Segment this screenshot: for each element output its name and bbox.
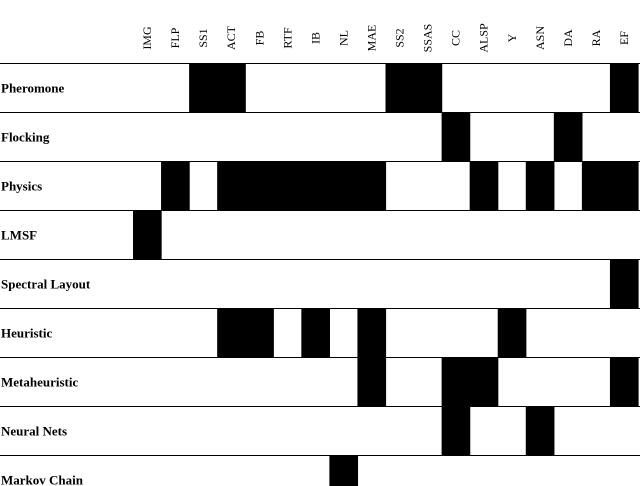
filled-cell-physics-ef: [609, 162, 639, 210]
filled-cell-pheromone-ss2: [385, 64, 415, 112]
column-label-cc: CC: [449, 30, 463, 46]
filled-cell-physics-asn: [525, 162, 555, 210]
filled-cell-neural-nets-asn: [525, 407, 555, 455]
filled-cell-physics-ib: [301, 162, 330, 210]
column-headers: IMG FLP SS1 ACT FB RTF IB NL MAE SS2 SSAS CC ALSP Y AS…: [140, 23, 631, 53]
filled-cell-metaheuristic-alsp: [469, 358, 499, 406]
filled-cell-physics-rtf: [273, 162, 302, 210]
filled-cell-heuristic-fb: [245, 309, 274, 357]
filled-cell-flocking-cc: [441, 113, 471, 161]
column-label-asn: ASN: [533, 26, 547, 50]
column-label-act: ACT: [224, 25, 238, 50]
filled-cell-lmsf-img: [133, 211, 162, 259]
column-label-ef: EF: [617, 31, 631, 45]
filled-cell-pheromone-ss1: [189, 64, 218, 112]
filled-cell-metaheuristic-ef: [609, 358, 639, 406]
filled-cell-markov-chain-nl: [329, 456, 359, 486]
row-label-pheromone: Pheromone: [1, 81, 65, 96]
filled-cell-physics-mae: [357, 162, 387, 210]
filled-cell-pheromone-ssas: [413, 64, 443, 112]
row-label-spectral-layout: Spectral Layout: [1, 277, 91, 292]
row-label-metaheuristic: Metaheuristic: [1, 375, 78, 390]
column-label-fb: FB: [252, 31, 266, 46]
column-label-rtf: RTF: [280, 27, 294, 49]
row-label-lmsf: LMSF: [1, 228, 37, 243]
row-separators: [0, 63, 640, 456]
row-label-markov-chain: Markov Chain: [1, 473, 84, 486]
column-label-ssas: SSAS: [421, 24, 435, 53]
filled-cell-physics-nl: [329, 162, 359, 210]
column-label-ss2: SS2: [393, 28, 407, 47]
row-label-heuristic: Heuristic: [1, 326, 52, 341]
filled-cell-heuristic-y: [497, 309, 527, 357]
column-label-y: Y: [505, 33, 519, 42]
column-label-mae: MAE: [364, 25, 378, 52]
column-label-img: IMG: [140, 26, 154, 50]
column-label-da: DA: [561, 29, 575, 47]
matrix-cells: [133, 64, 639, 486]
filled-cell-heuristic-act: [217, 309, 246, 357]
filled-cell-metaheuristic-mae: [357, 358, 387, 406]
column-label-alsp: ALSP: [477, 23, 491, 53]
filled-cell-heuristic-mae: [357, 309, 387, 357]
row-label-neural-nets: Neural Nets: [1, 424, 67, 439]
column-label-ss1: SS1: [196, 28, 210, 47]
column-label-ra: RA: [589, 29, 603, 46]
filled-cell-physics-flp: [161, 162, 190, 210]
column-label-ib: IB: [308, 32, 322, 44]
filled-cell-physics-act: [217, 162, 246, 210]
column-label-flp: FLP: [168, 27, 182, 48]
filled-cell-pheromone-ef: [609, 64, 639, 112]
column-label-nl: NL: [336, 30, 350, 46]
filled-cell-neural-nets-cc: [441, 407, 471, 455]
filled-cell-metaheuristic-cc: [441, 358, 471, 406]
filled-cell-pheromone-act: [217, 64, 246, 112]
filled-cell-flocking-da: [553, 113, 583, 161]
row-labels: Pheromone Flocking Physics LMSF Spectral Lay…: [1, 81, 91, 486]
filled-cell-physics-ra: [581, 162, 611, 210]
filled-cell-physics-alsp: [469, 162, 499, 210]
row-label-physics: Physics: [1, 179, 42, 194]
filled-cell-physics-fb: [245, 162, 274, 210]
filled-cell-heuristic-ib: [301, 309, 330, 357]
row-label-flocking: Flocking: [1, 130, 50, 145]
filled-cell-spectral-layout-ef: [609, 260, 639, 308]
